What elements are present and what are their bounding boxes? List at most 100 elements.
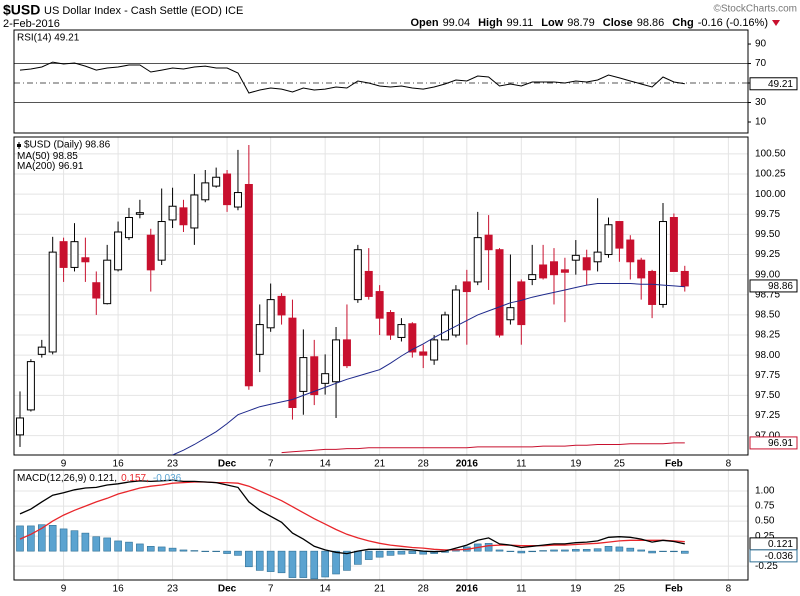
candle-body [299, 357, 308, 392]
y-tick-label: 70 [755, 58, 767, 69]
histogram-bar [245, 550, 253, 568]
y-tick-label: 100.25 [755, 169, 786, 180]
down-arrow [772, 20, 780, 26]
legend: RSI(14) 49.21 [17, 33, 80, 44]
histogram-bar [179, 549, 188, 552]
legend-entry: MA(50) 98.85 [17, 151, 78, 162]
value-badge [749, 549, 798, 563]
histogram-bar [593, 548, 602, 552]
candle-body [114, 231, 123, 271]
candle-body [658, 221, 667, 305]
histogram-bar [539, 550, 547, 552]
histogram-bar [659, 550, 667, 552]
histogram-bar [59, 528, 68, 552]
histogram-bar [572, 549, 580, 552]
panel-border [13, 136, 749, 456]
y-tick-label: 0.25 [755, 531, 775, 542]
candle-body [386, 312, 395, 336]
candle-body [48, 251, 57, 353]
histogram-bar [484, 543, 493, 552]
quote-value: 99.11 [507, 17, 534, 29]
x-tick-label: Feb [665, 584, 683, 595]
x-tick-label: 16 [113, 584, 125, 595]
candle-body [146, 234, 155, 271]
histogram-bar [615, 546, 624, 552]
histogram-bar [234, 550, 242, 556]
quote-label: Low [541, 17, 563, 29]
candle-body [332, 339, 341, 383]
histogram-bar [506, 550, 515, 552]
y-tick-label: 99.00 [755, 269, 780, 280]
histogram-bar [136, 543, 144, 552]
x-tick-label: 9 [61, 584, 67, 595]
histogram-bar [397, 550, 406, 555]
candle-body [179, 207, 188, 226]
histogram-bar [528, 550, 537, 553]
candle-body [571, 254, 580, 261]
y-tick-label: 98.00 [755, 350, 780, 361]
candle-body [626, 239, 635, 263]
legend: $USD (Daily) 98.86 [24, 140, 111, 151]
histogram-bar [550, 549, 558, 552]
candle-body [648, 270, 657, 305]
histogram-bar [561, 549, 569, 552]
quote-value: 98.86 [637, 17, 665, 29]
x-tick-label: 19 [570, 584, 582, 595]
plot-area [16, 479, 689, 580]
candle-body [593, 251, 602, 263]
histogram-bar [604, 546, 613, 552]
histogram-bar [70, 530, 79, 552]
plot-area [19, 61, 685, 94]
legend: MACD(12,26,9) 0.121, 0.157, -0.036 [17, 473, 182, 484]
quote-value: 99.04 [443, 17, 471, 29]
panel [13, 469, 749, 581]
credit: ©StockCharts.com [713, 4, 797, 15]
candle-body [353, 249, 362, 301]
histogram-bar [277, 550, 286, 574]
candle-body [244, 183, 253, 387]
candle-body [81, 257, 90, 263]
value-badge [749, 436, 798, 450]
series-line [281, 442, 685, 454]
value-badge-label: 96.91 [768, 438, 793, 449]
candle-body [15, 417, 24, 436]
quote-value: -0.16 (-0.16%) [698, 17, 768, 29]
x-tick-label: 8 [726, 459, 732, 470]
quote-label: High [478, 17, 503, 29]
x-tick-label: 11 [516, 584, 527, 595]
histogram-bar [299, 550, 308, 578]
candle-body [506, 307, 515, 321]
y-tick-label: 100.50 [755, 149, 786, 160]
legend-value: 98.85 [53, 151, 78, 162]
y-tick-label: 1.00 [755, 486, 775, 497]
x-tick-label: Dec [218, 584, 237, 595]
date: 2-Feb-2016 [3, 18, 60, 30]
legend-entry: -0.036 [153, 473, 182, 484]
candle-body [135, 212, 144, 215]
y-tick-label: -0.25 [755, 561, 778, 572]
candle-body [528, 274, 537, 280]
histogram-bar [670, 550, 678, 553]
x-tick-label: 25 [614, 584, 626, 595]
candle-body [310, 356, 319, 396]
value-badge-label: -0.036 [765, 551, 794, 562]
series-line [19, 61, 685, 94]
x-tick-label: 14 [320, 584, 332, 595]
histogram-bar [157, 546, 166, 552]
candle-body [277, 295, 286, 316]
y-tick-label: 30 [755, 97, 767, 108]
candle-body [59, 241, 68, 268]
candle-body [157, 221, 166, 261]
y-tick-label: 99.75 [755, 209, 780, 220]
value-badge [749, 279, 798, 293]
candle-body [560, 269, 569, 273]
histogram-bar [190, 550, 199, 552]
histogram-bar [408, 550, 417, 554]
value-badge-label: 98.86 [768, 281, 793, 292]
histogram-bar [201, 550, 210, 552]
histogram-bar [364, 550, 373, 560]
value-badge [749, 77, 798, 91]
y-tick-label: 10 [755, 117, 767, 128]
series-line [19, 479, 685, 555]
